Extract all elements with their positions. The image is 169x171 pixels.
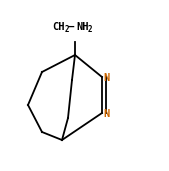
- Text: NH: NH: [76, 22, 89, 32]
- Text: N: N: [103, 73, 109, 83]
- Text: —: —: [68, 22, 75, 32]
- Text: 2: 2: [65, 25, 70, 35]
- Text: 2: 2: [88, 25, 93, 35]
- Text: N: N: [103, 109, 109, 119]
- Text: CH: CH: [52, 22, 65, 32]
